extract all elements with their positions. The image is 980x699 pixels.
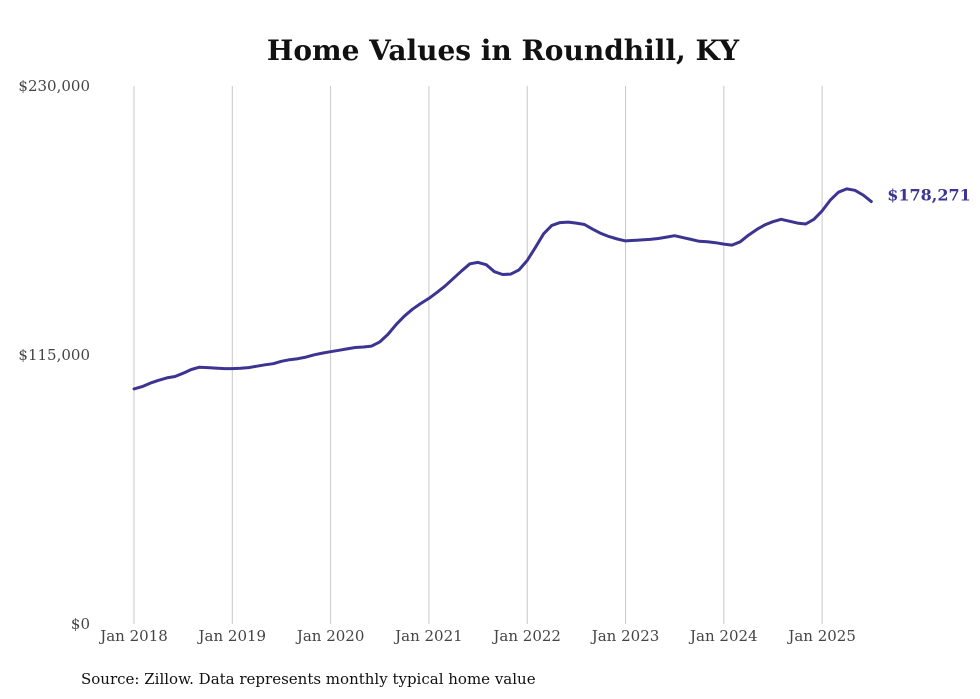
y-tick-label: $230,000 — [18, 77, 90, 95]
chart-title: Home Values in Roundhill, KY — [267, 34, 740, 67]
x-gridlines — [133, 86, 823, 624]
y-axis-ticks: $0 $115,000 $230,000 — [18, 77, 90, 633]
x-tick-label: Jan 2021 — [393, 627, 463, 645]
x-tick-label: Jan 2019 — [197, 627, 267, 645]
x-tick-label: Jan 2020 — [295, 627, 365, 645]
y-tick-label: $115,000 — [18, 346, 90, 364]
x-tick-label: Jan 2018 — [98, 627, 168, 645]
y-tick-label: $0 — [71, 615, 90, 633]
end-value-label: $178,271 — [887, 186, 971, 205]
x-tick-label: Jan 2022 — [491, 627, 561, 645]
series-line — [132, 187, 873, 391]
x-tick-label: Jan 2025 — [786, 627, 856, 645]
source-note: Source: Zillow. Data represents monthly … — [81, 670, 536, 688]
x-axis-ticks: Jan 2018 Jan 2019 Jan 2020 Jan 2021 Jan 2022… — [98, 627, 856, 645]
x-tick-label: Jan 2023 — [590, 627, 660, 645]
x-tick-label: Jan 2024 — [688, 627, 758, 645]
